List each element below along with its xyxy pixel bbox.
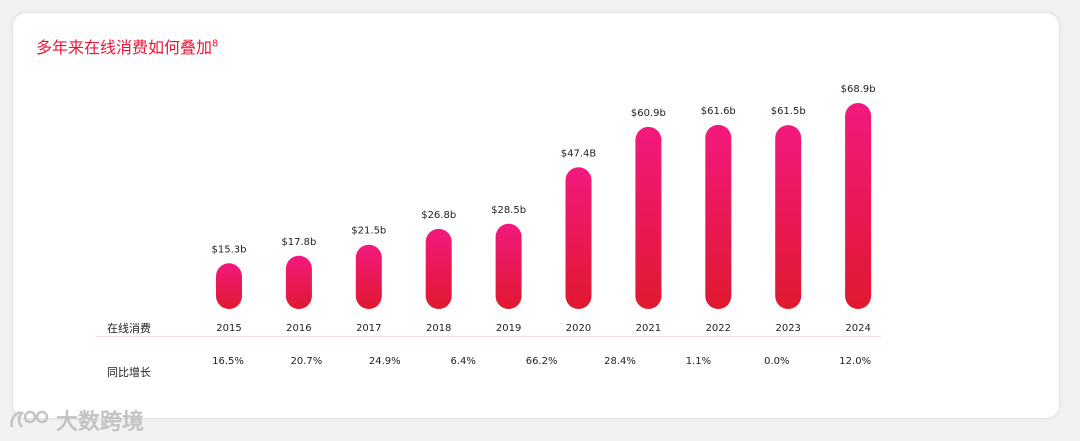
table-divider (96, 336, 881, 337)
chart-card (12, 12, 1060, 419)
growth-value: 16.5% (212, 356, 244, 367)
year-label-2021: 2021 (636, 323, 661, 334)
logo-icon (10, 410, 49, 428)
year-label-2022: 2022 (706, 323, 731, 334)
year-label-2016: 2016 (286, 323, 311, 334)
footnote-marker: 8 (212, 38, 219, 50)
bar-2018 (425, 228, 452, 309)
row-label-growth: 同比增长 (107, 366, 151, 379)
bar-2019 (495, 223, 522, 309)
bar-2022 (705, 124, 732, 309)
chart-title-text: 多年来在线消费如何叠加 (36, 38, 213, 57)
year-label-2017: 2017 (356, 323, 381, 334)
year-label-2023: 2023 (775, 323, 800, 334)
year-label-2018: 2018 (426, 323, 451, 334)
year-label-2020: 2020 (566, 323, 591, 334)
year-label-2015: 2015 (216, 323, 241, 334)
value-label-2018: $26.8b (421, 210, 456, 221)
bar-2021 (635, 126, 662, 309)
bar-2016 (285, 255, 312, 309)
bar-2017 (355, 244, 382, 309)
value-label-2015: $15.3b (212, 244, 247, 255)
growth-value: 28.4% (604, 356, 636, 367)
growth-value: 1.1% (685, 356, 712, 367)
watermark-text: 大数跨境 (56, 410, 145, 435)
year-label-2019: 2019 (496, 323, 521, 334)
growth-value: 66.2% (525, 356, 558, 367)
bar-2020 (565, 167, 592, 309)
growth-value: 20.7% (290, 356, 323, 367)
chart-title: 多年来在线消费如何叠加8 (36, 34, 218, 58)
value-label-2017: $21.5b (351, 226, 386, 237)
growth-value: 6.4% (450, 356, 476, 367)
value-label-2020: $47.4B (561, 148, 597, 159)
value-label-2023: $61.5b (771, 106, 806, 117)
value-label-2016: $17.8b (281, 237, 316, 248)
year-label-2024: 2024 (845, 323, 870, 334)
row-label-spending: 在线消费 (107, 322, 151, 335)
bar-2015 (216, 263, 242, 309)
bar-2023 (775, 125, 802, 309)
value-label-2024: $68.9b (841, 84, 876, 95)
growth-value: 12.0% (839, 356, 872, 367)
bar-2024 (845, 103, 872, 309)
value-label-2022: $61.6b (701, 106, 736, 117)
growth-value: 24.9% (368, 356, 401, 367)
watermark: 大数跨境 (8, 405, 144, 435)
value-label-2019: $28.5b (491, 205, 526, 216)
growth-value: 0.0% (764, 356, 790, 367)
value-label-2021: $60.9b (631, 108, 666, 119)
